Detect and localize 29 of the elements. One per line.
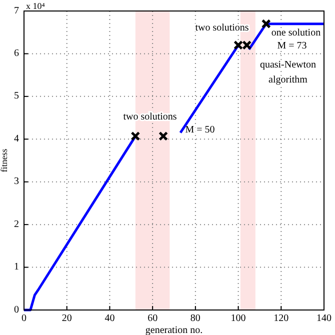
y-tick-label: 2	[14, 218, 19, 230]
x-tick-label: 120	[274, 313, 289, 324]
annotation: M = 50	[185, 124, 215, 136]
y-axis-title: fitness	[0, 148, 9, 172]
x-tick-label: 40	[104, 313, 115, 324]
y-tick-label: 0	[14, 304, 19, 316]
annotation: two solutions	[195, 22, 249, 34]
point	[130, 131, 140, 141]
y-tick-label: 4	[14, 133, 19, 144]
x-axis-title: generation no.	[145, 325, 203, 335]
x-tick-label: 0	[22, 313, 26, 324]
annotation: one solution	[271, 27, 321, 38]
point	[261, 19, 271, 29]
y-tick-label: 3	[14, 176, 19, 188]
x-tick-label: 60	[148, 313, 158, 324]
y-tick-label: 5	[14, 90, 19, 102]
y-tick-label: 1	[14, 262, 19, 273]
annotation: algorithm	[268, 74, 308, 86]
y-tick-label: 7	[14, 5, 19, 16]
x-tick-label: 80	[190, 313, 200, 324]
x-tick-label: 100	[230, 313, 246, 324]
annotation: two solutions	[123, 111, 177, 122]
annotation: M = 73	[277, 40, 307, 52]
text: x 10⁴	[26, 1, 45, 11]
y-tick-label: 6	[14, 48, 19, 60]
x-tick-label: 140	[316, 313, 332, 324]
point	[158, 131, 168, 141]
annotation: quasi-Newton	[260, 59, 316, 70]
x-tick-label: 20	[62, 313, 72, 324]
